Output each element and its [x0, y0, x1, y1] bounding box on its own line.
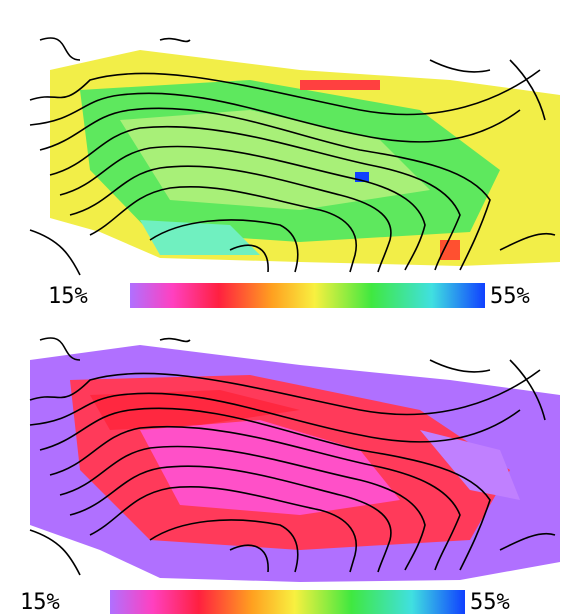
- colorbar: [110, 590, 465, 614]
- map-field: [355, 172, 369, 182]
- map-field: [140, 220, 260, 255]
- colorbar-min-label: 15%: [48, 284, 88, 309]
- colorbar-max-label: 55%: [470, 590, 510, 615]
- panel: [29, 337, 560, 582]
- colorbar-min-label: 15%: [20, 590, 60, 615]
- colorbar: [130, 283, 485, 308]
- panel: 15% 55%: [29, 37, 560, 309]
- map-field: [300, 80, 380, 90]
- map-field: [440, 240, 460, 260]
- map-field: [420, 430, 520, 500]
- colorbar-max-label: 55%: [490, 284, 530, 309]
